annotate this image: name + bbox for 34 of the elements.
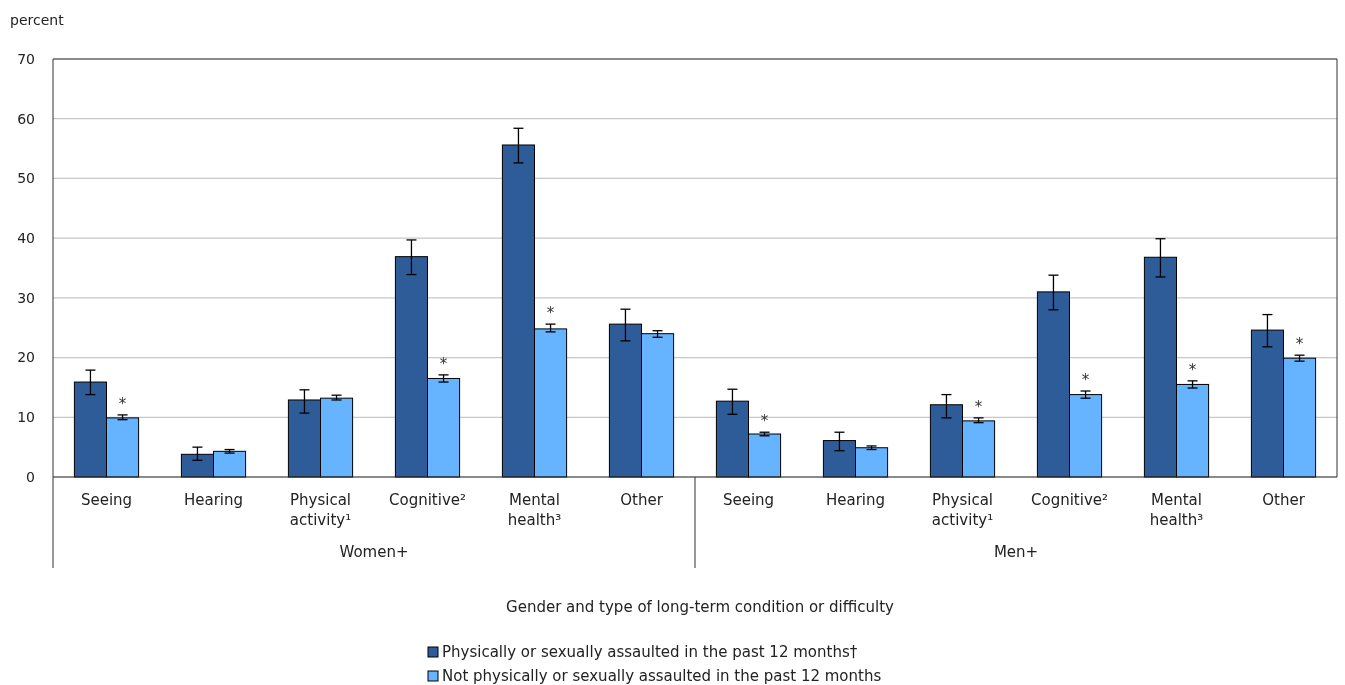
y-axis-title: percent: [10, 12, 65, 28]
x-tick-label: Cognitive²: [388, 491, 467, 509]
text: Women+: [339, 543, 409, 561]
data-label: *: [546, 304, 555, 323]
x-tick-label: Other: [1262, 491, 1306, 509]
x-tick-label: Seeing: [80, 491, 133, 509]
data-label: *: [439, 354, 448, 373]
x-tick-label: Hearing: [183, 491, 244, 509]
y-tick-label: 50: [17, 170, 35, 187]
y-tick-label: 70: [17, 50, 35, 67]
text: Men+: [993, 543, 1039, 561]
x-tick-label: Mental health³: [507, 491, 562, 529]
data-label: *: [760, 412, 769, 431]
y-tick-label: 20: [17, 349, 35, 366]
x-tick-label: Physical activity¹: [289, 491, 352, 529]
data-label: *: [1295, 335, 1304, 354]
x-tick-label: Hearing: [825, 491, 886, 509]
x-tick-label: Mental health³: [1149, 491, 1204, 529]
y-tick-label: 30: [17, 289, 35, 306]
y-tick-label: 40: [17, 230, 35, 247]
y-tick-label: 0: [26, 468, 35, 485]
data-label: *: [974, 397, 983, 416]
y-tick-label: 60: [17, 110, 35, 127]
x-tick-label: Physical activity¹: [931, 491, 994, 529]
x-tick-label: Seeing: [722, 491, 775, 509]
x-tick-label: Cognitive²: [1030, 491, 1109, 509]
data-label: *: [1188, 360, 1197, 379]
data-label: *: [1081, 371, 1090, 390]
x-tick-label: Other: [620, 491, 664, 509]
legend-label: Physically or sexually assaulted in the past 12 months†: [442, 643, 858, 661]
y-tick-label: 10: [17, 409, 35, 426]
x-axis-title: Gender and type of long-term condition or difficulty: [506, 598, 895, 616]
legend-label: Not physically or sexually assaulted in the past 12 months: [442, 667, 882, 685]
data-label: *: [118, 394, 127, 413]
